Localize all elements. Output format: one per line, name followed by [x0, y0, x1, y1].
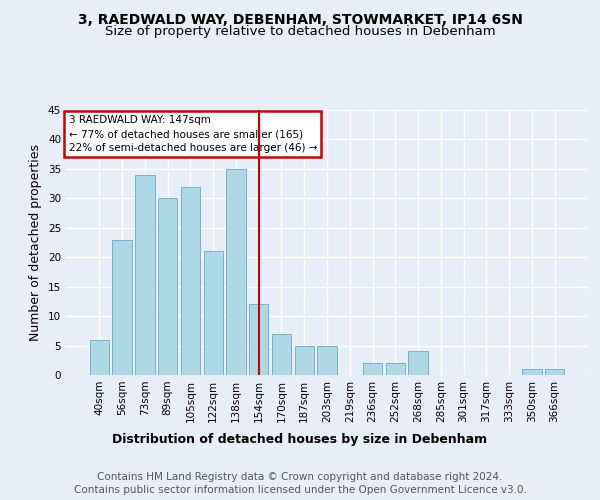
Text: 3, RAEDWALD WAY, DEBENHAM, STOWMARKET, IP14 6SN: 3, RAEDWALD WAY, DEBENHAM, STOWMARKET, I…	[77, 12, 523, 26]
Y-axis label: Number of detached properties: Number of detached properties	[29, 144, 43, 341]
Bar	[545, 369, 564, 375]
Bar	[363, 363, 382, 375]
Bar	[409, 352, 428, 375]
Bar	[203, 252, 223, 375]
Bar	[522, 369, 542, 375]
Bar	[317, 346, 337, 375]
Bar	[90, 340, 109, 375]
Bar	[112, 240, 132, 375]
Bar	[272, 334, 291, 375]
Bar	[181, 186, 200, 375]
Text: Contains HM Land Registry data © Crown copyright and database right 2024.: Contains HM Land Registry data © Crown c…	[97, 472, 503, 482]
Bar	[135, 175, 155, 375]
Text: 3 RAEDWALD WAY: 147sqm
← 77% of detached houses are smaller (165)
22% of semi-de: 3 RAEDWALD WAY: 147sqm ← 77% of detached…	[68, 116, 317, 154]
Bar	[158, 198, 178, 375]
Text: Distribution of detached houses by size in Debenham: Distribution of detached houses by size …	[112, 432, 488, 446]
Text: Size of property relative to detached houses in Debenham: Size of property relative to detached ho…	[104, 25, 496, 38]
Text: Contains public sector information licensed under the Open Government Licence v3: Contains public sector information licen…	[74, 485, 526, 495]
Bar	[386, 363, 405, 375]
Bar	[226, 169, 245, 375]
Bar	[249, 304, 268, 375]
Bar	[295, 346, 314, 375]
